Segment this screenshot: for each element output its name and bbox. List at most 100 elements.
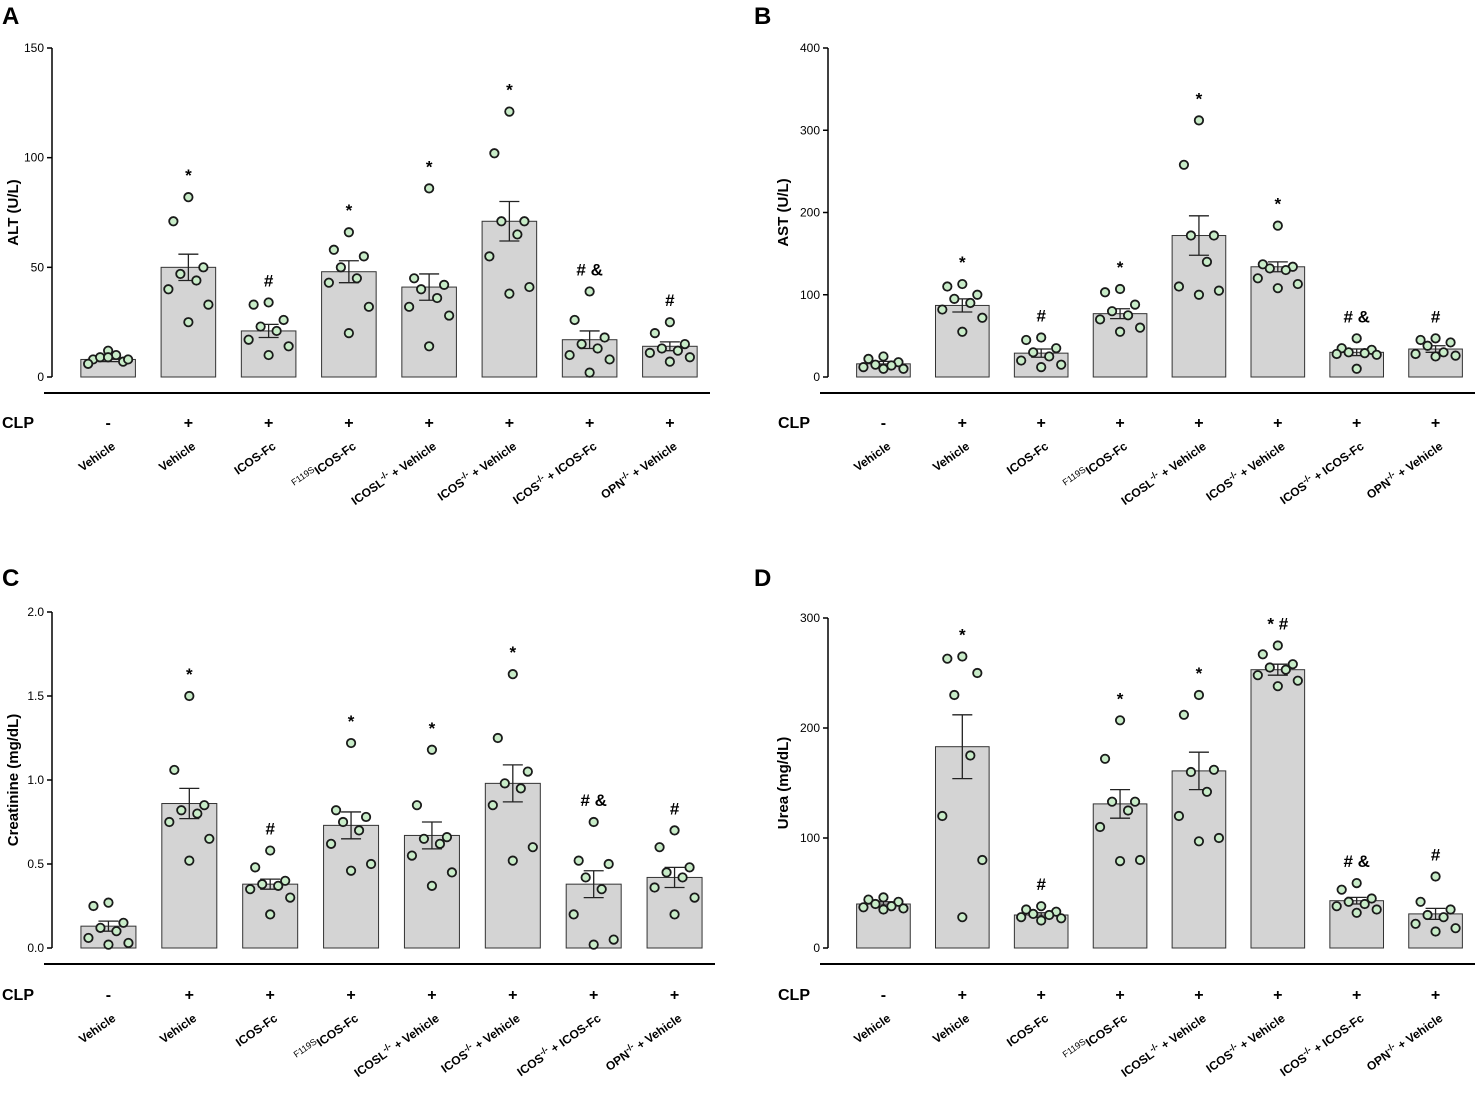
data-point [203, 299, 214, 310]
data-point [1051, 343, 1062, 354]
data-point [1272, 681, 1283, 692]
category-label: ICOS-Fc [233, 1011, 280, 1050]
data-point [418, 833, 430, 844]
data-point [1134, 322, 1146, 333]
data-point [858, 902, 869, 913]
significance-marker: * [1117, 258, 1124, 277]
category-label: Vehicle [157, 1011, 199, 1046]
data-point [1410, 918, 1421, 929]
data-point [434, 838, 446, 849]
significance-marker: * [510, 643, 517, 662]
category-label: OPN-/- + Vehicle [1363, 437, 1446, 502]
data-point [446, 867, 458, 878]
data-point [1445, 337, 1456, 348]
data-point [654, 842, 665, 853]
data-point [1173, 281, 1185, 292]
data-point [568, 909, 579, 920]
data-point [937, 304, 948, 315]
category-label: Vehicle [930, 439, 972, 474]
clp-mark: + [670, 987, 679, 1004]
data-point [588, 816, 599, 828]
panel-b: B 0 100 200 300 400 AST (U/L) CLP - Vehicle * + Vehi… [754, 3, 1475, 508]
data-point [245, 884, 256, 895]
data-point [1193, 836, 1205, 847]
clp-mark: + [264, 415, 273, 432]
category-label: OPN-/- + Vehicle [602, 1009, 685, 1074]
data-point [1099, 753, 1111, 764]
data-point [661, 867, 672, 878]
data-point [656, 343, 667, 354]
data-point [1331, 901, 1342, 912]
data-point [273, 880, 284, 891]
data-point [504, 106, 515, 117]
data-point [588, 939, 599, 950]
data-point [1122, 310, 1134, 321]
data-point [1422, 909, 1433, 921]
category-label: ICOSL-/- + Vehicle [350, 1009, 442, 1080]
data-point [204, 833, 215, 844]
data-point [1208, 230, 1220, 241]
data-point [343, 227, 354, 238]
category-label: Vehicle [851, 439, 893, 474]
category-label: Vehicle [76, 439, 118, 474]
data-point [1272, 220, 1283, 231]
data-point [1430, 333, 1441, 344]
clp-mark: + [185, 987, 194, 1004]
data-point [569, 314, 580, 326]
panel-letter: A [2, 3, 19, 30]
category-label: ICOS-/- + Vehicle [1202, 1009, 1288, 1076]
data-point [323, 277, 334, 288]
clp-mark: + [266, 987, 275, 1004]
data-point [1178, 709, 1190, 720]
data-point [103, 352, 114, 363]
data-point [1106, 306, 1118, 317]
data-point [243, 334, 254, 345]
clp-mark: + [346, 987, 355, 1004]
y-tick-label: 2.0 [27, 605, 44, 619]
data-point [358, 251, 369, 262]
data-point [404, 301, 415, 312]
data-point [1106, 796, 1118, 807]
data-point [1056, 913, 1067, 924]
data-point [1122, 805, 1134, 816]
y-tick-label: 0 [813, 941, 820, 955]
data-point [1292, 278, 1303, 290]
data-point [580, 872, 591, 883]
data-point [599, 332, 610, 343]
data-point [1016, 355, 1027, 366]
y-axis-title: ALT (U/L) [5, 179, 22, 245]
data-point [1264, 263, 1275, 274]
data-point [684, 862, 695, 873]
data-point [1044, 351, 1055, 362]
data-point [1213, 832, 1225, 844]
data-point [1351, 363, 1362, 374]
category-label: Vehicle [851, 1011, 893, 1046]
category-label: OPN-/- + Vehicle [597, 437, 680, 502]
data-point [858, 362, 869, 373]
panel-c: C 0.0 0.5 1.0 1.5 2.0 Creatinine (mg/dL) CLP - Ve… [2, 565, 715, 1080]
data-point [1036, 332, 1047, 343]
y-tick-label: 0.0 [27, 941, 44, 955]
data-point [524, 281, 535, 293]
data-point [424, 183, 435, 194]
data-point [499, 778, 510, 789]
bar [481, 220, 538, 378]
data-point [519, 216, 530, 227]
data-point [949, 689, 960, 701]
category-label: OPN-/- + Vehicle [1363, 1009, 1446, 1074]
data-point [409, 273, 420, 284]
y-tick-label: 300 [800, 611, 820, 625]
data-point [878, 892, 889, 903]
panel-a: A 0 50 100 150 ALT (U/L) CLP - Vehicle * + Vehicle #… [2, 3, 710, 508]
data-point [1371, 904, 1382, 915]
y-axis-title: Creatinine (mg/dL) [5, 714, 22, 847]
data-point [426, 880, 438, 891]
data-point [664, 317, 675, 328]
significance-marker: # & [580, 791, 606, 810]
data-point [679, 338, 690, 350]
data-point [345, 737, 357, 749]
data-point [507, 855, 518, 866]
data-point [83, 358, 94, 369]
data-point [118, 917, 129, 928]
clp-mark: + [1037, 415, 1046, 432]
